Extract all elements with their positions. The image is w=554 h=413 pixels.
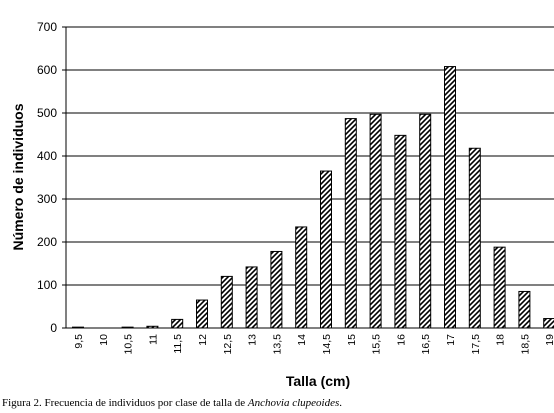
axes (65, 27, 554, 329)
x-tick-label: 19 (544, 334, 554, 346)
x-tick-label: 11 (147, 334, 159, 345)
y-tick-label: 500 (37, 106, 57, 120)
y-tick-label: 700 (37, 20, 57, 34)
x-tick-label: 18,5 (519, 334, 531, 355)
x-tick-label: 17 (445, 334, 457, 346)
bar-16 (394, 134, 407, 329)
x-tick-label: 15 (346, 334, 358, 346)
x-tick-label: 14,5 (321, 334, 333, 355)
x-tick-label: 18 (495, 334, 507, 346)
bar-19 (543, 318, 554, 329)
figure-caption: Figura 2. Frecuencia de individuos por c… (2, 397, 342, 409)
bar-15 (344, 118, 357, 329)
bar-15-5 (369, 113, 382, 329)
caption-suffix: . (339, 397, 342, 409)
bar-13-5 (270, 250, 283, 329)
gridlines (62, 26, 554, 329)
y-tick-label: 300 (37, 192, 57, 206)
bar-17 (444, 66, 456, 329)
y-tick-label: 600 (37, 63, 57, 77)
x-tick-label: 14 (296, 334, 308, 346)
y-tick-labels: 0 100 200 300 400 500 600 700 (37, 20, 57, 335)
y-tick-label: 400 (37, 149, 57, 163)
bar-18-5 (518, 290, 531, 329)
x-tick-label: 13 (247, 334, 259, 346)
x-tick-labels: 9,5 10 10,5 11 11,5 12 12,5 13 13,5 14 14,5 15 15,5 1… (73, 334, 554, 355)
x-tick-label: 10,5 (123, 334, 135, 355)
bar-12-5 (220, 275, 233, 329)
x-tick-label: 17,5 (470, 334, 482, 355)
bar-16-5 (419, 113, 432, 329)
caption-prefix: Figura 2. Frecuencia de individuos por c… (2, 397, 248, 409)
bar-18 (493, 246, 506, 329)
x-tick-label: 13,5 (271, 334, 283, 355)
y-tick-label: 0 (50, 321, 57, 335)
bar-14-5 (320, 170, 332, 329)
bars (72, 66, 554, 329)
x-tick-label: 15,5 (371, 334, 383, 355)
bar-17-5 (468, 147, 481, 329)
x-tick-label: 16 (395, 334, 407, 346)
x-tick-label: 16,5 (420, 334, 432, 355)
x-tick-label: 11,5 (172, 334, 184, 354)
bar-12 (196, 299, 208, 329)
x-tick-label: 12 (197, 334, 209, 346)
y-tick-label: 100 (37, 278, 57, 292)
x-axis-title: Talla (cm) (286, 373, 350, 389)
bar-14 (295, 226, 308, 329)
y-tick-label: 200 (37, 235, 57, 249)
caption-species: Anchovia clupeoides (247, 397, 340, 409)
x-tick-label: 9,5 (73, 334, 85, 349)
bar-11-5 (171, 318, 184, 329)
y-axis-title: Número de individuos (10, 103, 26, 250)
bar-13 (245, 266, 258, 329)
x-tick-label: 12,5 (222, 334, 234, 355)
x-tick-label: 10 (98, 334, 110, 346)
